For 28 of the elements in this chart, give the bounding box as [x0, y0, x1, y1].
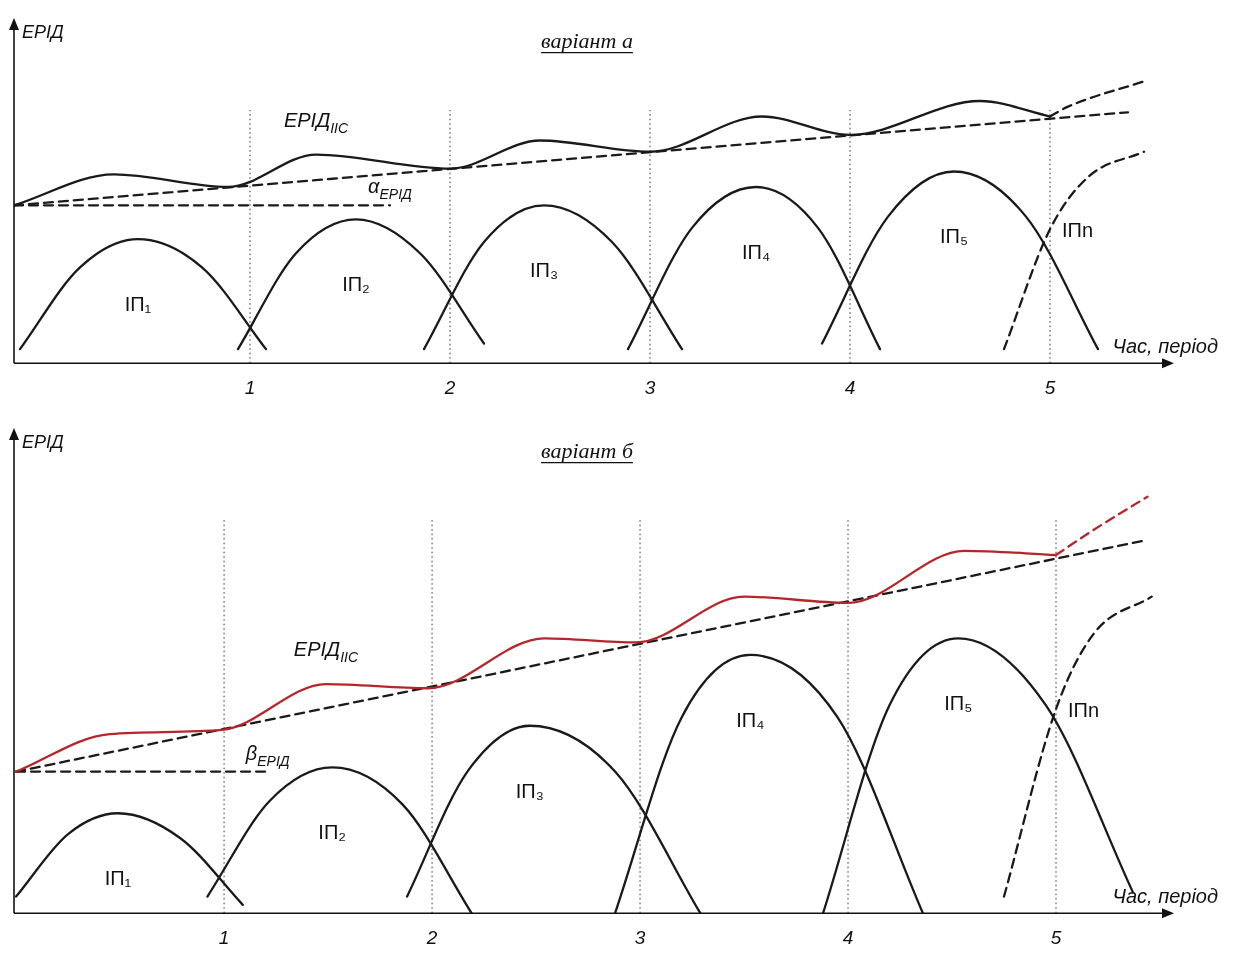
text: ІП₂	[342, 273, 370, 296]
x-tick-label: 4	[842, 926, 854, 948]
x-axis-title: Час, період	[1112, 335, 1218, 358]
chart-title: варіант б	[541, 438, 634, 463]
y-axis-title: ЕРІД	[22, 432, 65, 452]
x-tick-label: 1	[218, 926, 230, 948]
text: ІП₄	[741, 241, 771, 263]
x-tick-label: 3	[644, 376, 656, 398]
x-tick-label: 2	[425, 926, 438, 948]
series-label: ІПn	[1068, 699, 1100, 722]
text: ІП₁	[124, 293, 152, 316]
x-tick-label: 5	[1044, 376, 1056, 398]
x-tick-label: 3	[634, 926, 646, 948]
text: ІП₅	[940, 225, 969, 248]
text: ІП₃	[515, 779, 544, 802]
x-tick-label: 2	[443, 376, 456, 398]
text: ІП₄	[736, 708, 765, 731]
chart-title: варіант а	[541, 28, 633, 53]
x-tick-label: 5	[1050, 926, 1062, 948]
text: ІП₅	[944, 692, 973, 715]
x-tick-label: 1	[244, 376, 256, 398]
text: ІП₂	[318, 821, 347, 844]
text: ІП₃	[529, 259, 559, 282]
series-label: ІПn	[1062, 219, 1094, 242]
text: ІП₁	[104, 867, 132, 890]
y-axis-title: ЕРІД	[22, 22, 65, 42]
x-axis-title: Час, період	[1112, 885, 1218, 908]
x-tick-label: 4	[844, 376, 856, 398]
